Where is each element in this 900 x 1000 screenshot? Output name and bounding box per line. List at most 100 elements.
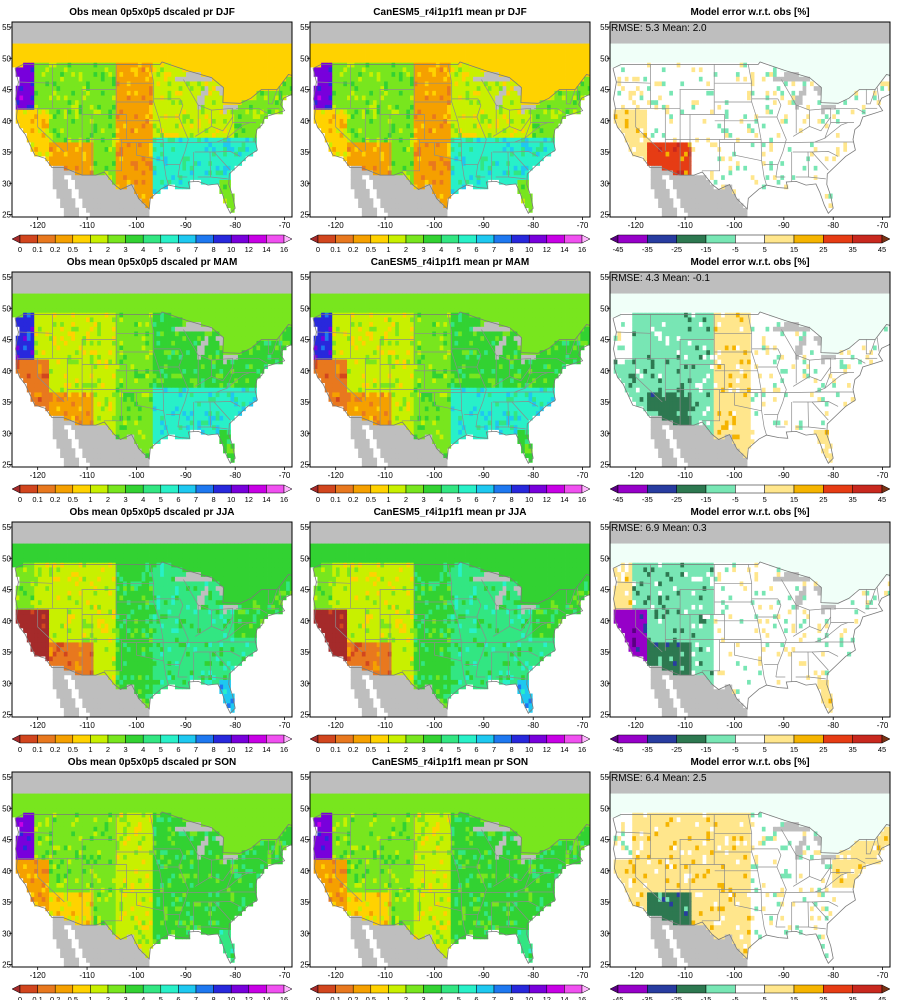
y-tick-label: 45	[2, 336, 11, 345]
colorbar-label: 5	[457, 745, 461, 754]
colorbar-label: 35	[848, 495, 856, 504]
colorbar-label: 0.5	[68, 495, 78, 504]
colorbar-label: 6	[474, 745, 478, 754]
colorbar-label: 2	[106, 245, 110, 254]
colorbar-label: -15	[701, 995, 712, 1000]
y-tick-label: 40	[300, 867, 309, 876]
y-tick-label: 45	[2, 86, 11, 95]
y-tick-label: 35	[300, 648, 309, 657]
colorbar-swatch	[248, 984, 267, 994]
y-tick-label: 50	[300, 804, 309, 813]
y-tick-label: 50	[2, 804, 11, 813]
colorbar-label: 3	[422, 745, 426, 754]
colorbar-label: 7	[492, 745, 496, 754]
colorbar-swatch	[266, 734, 285, 744]
x-tick-label: -80	[229, 471, 241, 480]
y-tick-label: 25	[2, 961, 11, 970]
colorbar-swatch	[266, 984, 285, 994]
x-tick-label: -70	[577, 471, 589, 480]
x-tick-label: -90	[778, 971, 790, 980]
colorbar-swatch	[283, 234, 293, 244]
colorbar-label: 6	[474, 995, 478, 1000]
y-tick-label: 25	[600, 211, 609, 220]
x-tick-label: -80	[527, 721, 539, 730]
colorbar-label: 0	[316, 995, 320, 1000]
colorbar-label: 0.2	[348, 745, 358, 754]
colorbar-swatch	[370, 484, 389, 494]
x-tick-label: -120	[628, 971, 645, 980]
colorbar-label: 2	[404, 745, 408, 754]
colorbar-swatch	[405, 484, 424, 494]
colorbar-swatch	[581, 734, 591, 744]
x-tick-label: -110	[79, 721, 95, 730]
colorbar-swatch	[546, 984, 565, 994]
y-tick-label: 50	[2, 54, 11, 63]
colorbar-swatch	[735, 234, 765, 244]
colorbar-label: 0.1	[32, 745, 42, 754]
x-tick-label: -70	[577, 221, 589, 230]
colorbar-djf-obs: 0 0.1 0.2 0.5 1 2 3 4 5 6 7 8 10 12 14 16	[11, 234, 293, 254]
colorbar-swatch	[564, 484, 583, 494]
y-tick-label: 30	[300, 929, 309, 938]
x-tick-label: -110	[677, 221, 693, 230]
y-tick-label: 25	[600, 961, 609, 970]
colorbar-mam-err: -45 -35 -25 -15 -5 5 15 25 35 45	[609, 484, 891, 504]
colorbar-label: -35	[642, 495, 653, 504]
colorbar-swatch	[11, 234, 21, 244]
colorbar-label: 10	[525, 495, 533, 504]
colorbar-swatch	[160, 734, 179, 744]
colorbar-swatch	[248, 484, 267, 494]
colorbar-label: 6	[176, 245, 180, 254]
colorbar-label: 2	[404, 245, 408, 254]
colorbar-label: -25	[671, 995, 682, 1000]
x-tick-label: -90	[478, 971, 490, 980]
colorbar-label: 10	[525, 245, 533, 254]
colorbar-swatch	[581, 484, 591, 494]
colorbar-swatch	[493, 484, 512, 494]
colorbar-label: 3	[422, 995, 426, 1000]
x-tick-label: -100	[426, 971, 443, 980]
y-tick-label: 35	[600, 398, 609, 407]
x-tick-label: -120	[628, 221, 645, 230]
y-tick-label: 55	[2, 273, 11, 282]
y-tick-label: 25	[300, 711, 309, 720]
colorbar-swatch	[676, 984, 707, 994]
colorbar-swatch	[54, 734, 74, 744]
colorbar-label: 12	[543, 495, 551, 504]
y-tick-label: 50	[600, 554, 609, 563]
colorbar-label: 15	[790, 745, 798, 754]
colorbar-swatch	[37, 984, 56, 994]
colorbar-swatch	[564, 734, 583, 744]
panel-title: Obs mean 0p5x0p5 dscaled pr JJA	[69, 507, 234, 518]
colorbar-swatch	[735, 984, 765, 994]
y-tick-label: 45	[2, 586, 11, 595]
colorbar-label: 5	[457, 245, 461, 254]
colorbar-label: 35	[848, 745, 856, 754]
colorbar-label: 16	[280, 245, 288, 254]
y-tick-label: 30	[600, 179, 609, 188]
colorbar-swatch	[493, 734, 512, 744]
colorbar-label: 14	[262, 995, 270, 1000]
x-tick-label: -70	[279, 221, 291, 230]
colorbar-swatch	[423, 484, 442, 494]
colorbar-swatch	[125, 734, 144, 744]
colorbar-label: 10	[227, 495, 235, 504]
colorbar-label: 0	[316, 495, 320, 504]
colorbar-label: 4	[141, 495, 145, 504]
colorbar-swatch	[564, 234, 583, 244]
colorbar-swatch	[125, 234, 144, 244]
colorbar-swatch	[72, 484, 91, 494]
map-djf-model: -120 -110 -100 -90 -80 -70 55 50 45 40 35 30 25	[300, 21, 591, 230]
y-tick-label: 40	[600, 367, 609, 376]
colorbar-swatch	[528, 734, 548, 744]
colorbar-label: 7	[194, 245, 198, 254]
colorbar-swatch	[107, 734, 126, 744]
panel-title: Model error w.r.t. obs [%]	[690, 757, 809, 768]
colorbar-label: 10	[525, 745, 533, 754]
colorbar-label: 0	[18, 495, 22, 504]
colorbar-label: 0	[18, 995, 22, 1000]
colorbar-jja-err: -45 -35 -25 -15 -5 5 15 25 35 45	[609, 734, 891, 754]
colorbar-swatch	[19, 734, 38, 744]
colorbar-swatch	[852, 734, 883, 744]
y-tick-label: 35	[600, 898, 609, 907]
